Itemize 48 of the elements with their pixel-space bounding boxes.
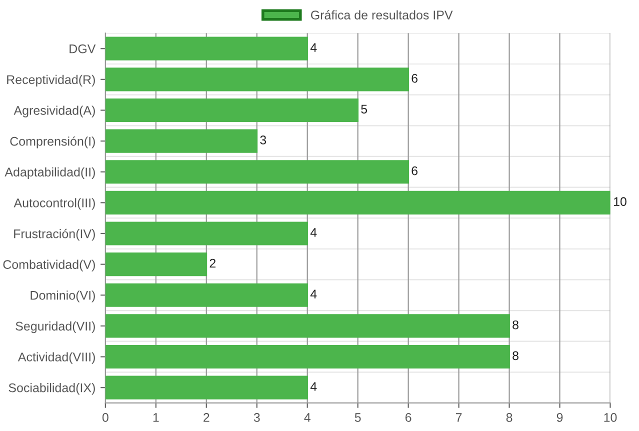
bar: [105, 160, 410, 184]
y-tick-label: Receptividad(R): [7, 74, 95, 87]
data-label: 4: [310, 290, 317, 298]
data-label: 5: [361, 104, 368, 114]
y-tick-label: Seguridad(VII): [16, 321, 95, 334]
y-tick-label: Sociabilidad(IX): [8, 383, 95, 395]
x-tick-label: 8: [506, 413, 512, 422]
y-tick-label: Actividad(VIII): [18, 352, 95, 364]
bar: [105, 129, 258, 153]
data-label: 2: [210, 258, 216, 268]
bar: [105, 283, 308, 307]
x-tick-label: 2: [204, 413, 210, 422]
bar: [105, 98, 359, 122]
data-label: 8: [512, 351, 518, 360]
bar: [105, 190, 610, 214]
bar: [105, 68, 410, 92]
y-tick-label: Adaptabilidad(II): [4, 167, 95, 179]
y-tick-label: DGV: [70, 44, 96, 54]
y-tick-label: Dominio(VI): [30, 290, 95, 302]
x-tick-label: 1: [153, 413, 159, 422]
data-label: 6: [412, 166, 418, 176]
bar: [105, 376, 308, 400]
data-label: 8: [512, 320, 518, 330]
data-label: 4: [310, 43, 317, 52]
bar: [105, 314, 510, 338]
x-tick-label: 4: [304, 413, 310, 422]
y-tick-label: Frustración(IV): [14, 228, 95, 241]
bar: [105, 344, 510, 369]
x-tick-label: 0: [102, 413, 108, 422]
data-label: 6: [412, 74, 418, 83]
y-tick-label: Agresividad(A): [14, 106, 95, 118]
y-tick-label: Comprensión(I): [10, 136, 95, 148]
bar: [105, 252, 208, 276]
bar: [105, 36, 308, 60]
x-tick-label: 3: [254, 413, 260, 422]
legend-label: Gráfica de resultados IPV: [311, 10, 453, 20]
data-label: 3: [260, 136, 266, 144]
x-tick-label: 10: [604, 413, 617, 422]
x-tick-label: 5: [354, 413, 361, 422]
x-tick-label: 6: [405, 413, 412, 422]
data-label: 4: [310, 382, 317, 391]
bar: [105, 222, 308, 246]
data-label: 10: [614, 197, 626, 206]
x-tick-label: 7: [456, 413, 462, 422]
x-tick-label: 9: [556, 413, 563, 422]
y-tick-label: Autocontrol(III): [14, 198, 95, 210]
data-label: 4: [310, 228, 317, 237]
y-tick-label: Combatividad(V): [3, 260, 95, 272]
